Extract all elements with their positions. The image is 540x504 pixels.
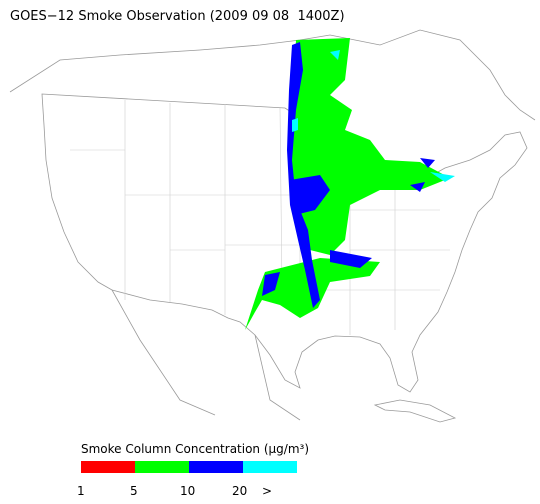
smoke-patch — [290, 175, 330, 215]
smoke-patch — [287, 42, 320, 308]
legend-swatch — [189, 461, 243, 473]
legend: 1 5 10 20 > — [77, 461, 297, 498]
legend-label: 5 — [130, 484, 138, 498]
legend-swatch — [135, 461, 189, 473]
title: GOES−12 Smoke Observation (2009 09 08 14… — [10, 9, 345, 24]
basemap — [9, 29, 536, 423]
smoke-overlay — [245, 38, 455, 330]
legend-label: > — [262, 484, 272, 498]
legend-label: 1 — [77, 484, 85, 498]
legend-swatch — [243, 461, 297, 473]
legend-label: 10 — [180, 484, 195, 498]
mexico-outline — [111, 289, 301, 421]
us-outline — [41, 93, 528, 393]
canada-outline — [9, 29, 536, 121]
smoke-patch — [290, 38, 450, 255]
legend-swatch — [81, 461, 135, 473]
legend-label: 20 — [232, 484, 247, 498]
legend-title: Smoke Column Concentration (μg/m³) — [81, 442, 309, 456]
cuba-outline — [373, 399, 457, 423]
